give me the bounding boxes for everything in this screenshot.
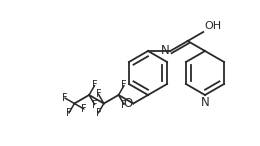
- Text: OH: OH: [204, 21, 222, 31]
- Text: F: F: [95, 108, 101, 118]
- Text: N: N: [161, 44, 169, 57]
- Text: F: F: [95, 89, 101, 99]
- Text: O: O: [123, 97, 132, 110]
- Text: N: N: [201, 97, 209, 110]
- Text: F: F: [92, 100, 98, 110]
- Text: F: F: [121, 100, 127, 110]
- Text: F: F: [62, 93, 68, 103]
- Text: F: F: [81, 104, 87, 114]
- Text: F: F: [121, 80, 127, 91]
- Text: F: F: [92, 80, 98, 91]
- Text: F: F: [66, 108, 72, 118]
